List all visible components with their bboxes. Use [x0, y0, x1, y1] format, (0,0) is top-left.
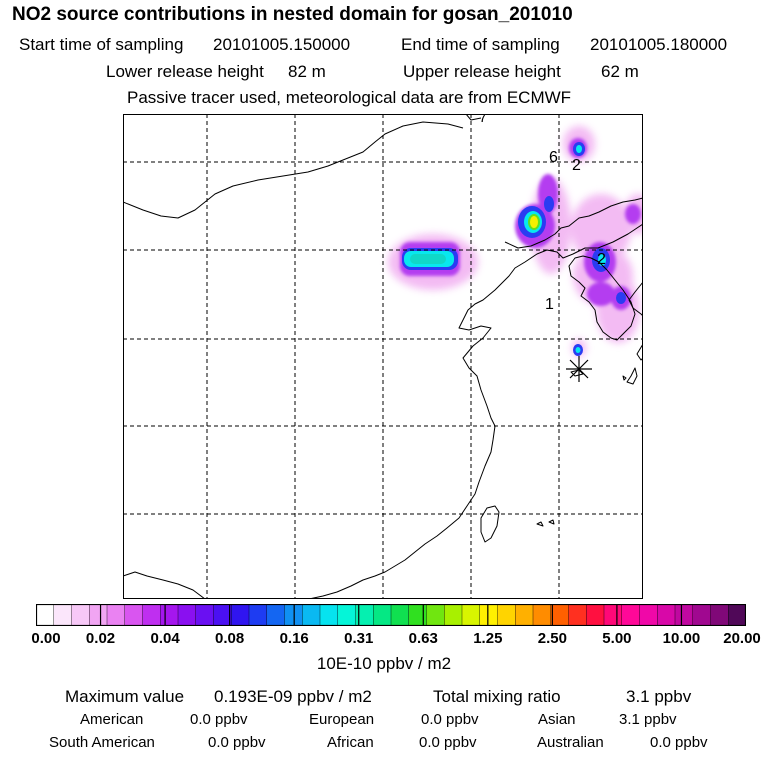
colorbar-cell [213, 604, 232, 626]
release-site-star [566, 356, 592, 382]
colorbar-tick-label: 0.31 [344, 630, 374, 647]
colorbar-cell [36, 604, 55, 626]
region-african-name: African [327, 734, 374, 751]
region-american-value: 0.0 ppbv [190, 711, 248, 728]
colorbar-cell [266, 604, 286, 626]
colorbar-cell [532, 604, 552, 626]
colorbar-cell [497, 604, 516, 626]
map-label-1: 1 [545, 296, 554, 313]
colorbar-cell [302, 604, 321, 626]
colorbar-tick-label: 0.02 [85, 630, 116, 647]
map-frame [123, 114, 643, 599]
colorbar-cell [71, 604, 90, 626]
colorbar-cell [124, 604, 144, 626]
colorbar-cell [142, 604, 161, 626]
colorbar-cell [461, 604, 481, 626]
colorbar-tick-label: 5.00 [602, 630, 632, 647]
map-panel: 6 2 2 1 7 [123, 114, 643, 599]
region-european-name: European [309, 711, 375, 728]
map-label-7: 7 [479, 114, 487, 125]
colorbar-cell [390, 604, 410, 626]
colorbar-cell [479, 604, 499, 626]
lower-height-label: Lower release height [106, 62, 264, 81]
colorbar-tick-label: 2.50 [537, 630, 567, 647]
colorbar-cell [53, 604, 73, 626]
region-australian-value: 0.0 ppbv [650, 734, 708, 751]
colorbar-cell [639, 604, 658, 626]
region-south-american-name: South American [49, 734, 155, 751]
colorbar-cell [337, 604, 357, 626]
end-label: End time of sampling [401, 35, 560, 54]
colorbar-cell [692, 604, 712, 626]
max-label: Maximum value [65, 687, 185, 706]
colorbar-tick-label: 20.00 [723, 630, 761, 647]
colorbar-cell [373, 604, 392, 626]
colorbar-tick-label: 1.25 [473, 630, 503, 647]
region-south-american-value: 0.0 ppbv [208, 734, 266, 751]
colorbar-tick-label: 0.16 [279, 630, 309, 647]
map-title: NO2 source contributions in nested domai… [12, 4, 573, 25]
colorbar-cell [231, 604, 250, 626]
concentration-field [388, 126, 643, 357]
upper-height-label: Upper release height [403, 62, 561, 81]
region-australian-name: Australian [537, 734, 604, 751]
colorbar-tick-label: 0.08 [215, 630, 245, 647]
region-asian-name: Asian [538, 711, 576, 728]
colorbar-cell [568, 604, 587, 626]
colorbar-tick-label: 0.04 [150, 630, 180, 647]
start-label: Start time of sampling [19, 35, 184, 54]
colorbar-units: 10E-10 ppbv / m2 [316, 654, 452, 673]
colorbar-cell [710, 604, 729, 626]
max-value: 0.193E-09 ppbv / m2 [214, 687, 372, 706]
map-label-2b: 2 [597, 251, 606, 268]
colorbar-cell [177, 604, 197, 626]
total-value: 3.1 ppbv [626, 687, 692, 706]
colorbar-cell [89, 604, 108, 626]
colorbar-cell [195, 604, 215, 626]
colorbar-cell [284, 604, 303, 626]
colorbar-cell [515, 604, 534, 626]
colorbar-cell [674, 604, 694, 626]
colorbar-tick-label: 0.63 [408, 630, 438, 647]
colorbar-cell [586, 604, 605, 626]
map-label-2a: 2 [572, 157, 581, 174]
region-african-value: 0.0 ppbv [419, 734, 477, 751]
colorbar-cell [550, 604, 570, 626]
map-label-6: 6 [549, 149, 558, 166]
colorbar-cell [408, 604, 428, 626]
upper-height-value: 62 m [601, 62, 639, 81]
colorbar-cell [728, 604, 746, 626]
graticule [123, 114, 643, 599]
colorbar-cell [621, 604, 641, 626]
colorbar-cell [248, 604, 268, 626]
colorbar-tick-label: 10.00 [662, 630, 701, 647]
colorbar-cell [426, 604, 445, 626]
region-european-value: 0.0 ppbv [421, 711, 479, 728]
colorbar-cell [106, 604, 126, 626]
region-american-name: American [80, 711, 144, 728]
colorbar [36, 604, 746, 626]
tracer-note: Passive tracer used, meteorological data… [127, 88, 572, 107]
colorbar-cell [657, 604, 676, 626]
colorbar-tick-label: 0.00 [31, 630, 61, 647]
lower-height-value: 82 m [288, 62, 326, 81]
colorbar-cell [160, 604, 179, 626]
total-label: Total mixing ratio [433, 687, 561, 706]
colorbar-cell [319, 604, 339, 626]
colorbar-cell [603, 604, 623, 626]
colorbar-cell [444, 604, 463, 626]
start-value: 20101005.150000 [213, 35, 351, 54]
region-asian-value: 3.1 ppbv [619, 711, 677, 728]
coastlines [123, 114, 643, 599]
end-value: 20101005.180000 [590, 35, 728, 54]
